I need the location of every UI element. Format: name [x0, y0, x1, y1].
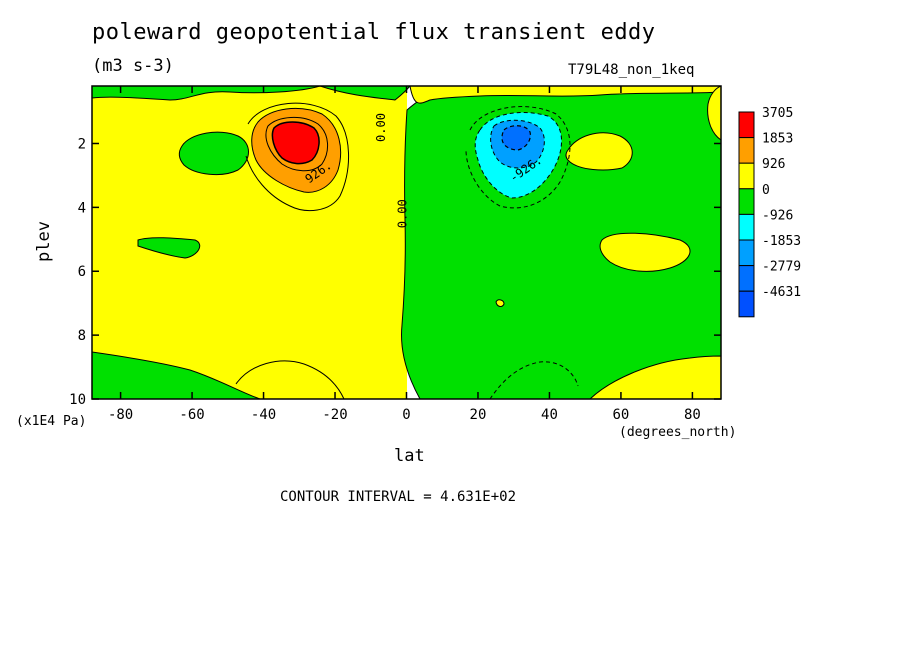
colorbar: 3705 1853 926 0 -926 -1853 -2779 -4631	[738, 106, 801, 318]
chart-units: (m3 s-3)	[92, 56, 174, 76]
colorbar-label: -2779	[762, 260, 801, 275]
x-tick-label: -20	[322, 407, 347, 423]
axis-ticks: -80 -60 -40 -20 0 20 40 60 80 2 4 6 8 10	[69, 86, 721, 423]
region-nh-right-yellow	[707, 86, 721, 141]
colorbar-swatch	[738, 265, 755, 292]
y-tick-label: 8	[78, 328, 86, 344]
contour-line-nh-outer	[465, 106, 571, 209]
colorbar-swatch	[738, 213, 755, 241]
x-tick-label: 80	[684, 407, 701, 423]
colorbar-swatch	[738, 239, 755, 267]
colorbar-label: 1853	[762, 132, 793, 147]
contour-label: 0.00	[374, 113, 388, 142]
region-sh-upper-green	[178, 131, 249, 176]
x-axis-label: lat	[394, 446, 425, 466]
colorbar-swatch	[738, 290, 755, 318]
region-nh-mid-yellow	[599, 232, 691, 272]
x-tick-label: 40	[541, 407, 558, 423]
x-tick-label: 60	[613, 407, 630, 423]
region-nh-upper-yellow	[565, 132, 633, 171]
region-sh-bottom-green	[92, 351, 261, 399]
y-tick-label: 4	[78, 200, 86, 216]
chart-title: poleward geopotential flux transient edd…	[92, 20, 656, 45]
y-tick-label: 2	[78, 136, 86, 152]
x-tick-label: -80	[108, 407, 133, 423]
region-nh-small-yellow	[495, 299, 505, 307]
run-label: T79L48_non_1keq	[568, 62, 695, 78]
colorbar-label: 0	[762, 183, 770, 198]
x-axis-units: (degrees_north)	[619, 425, 737, 440]
colorbar-label: 3705	[762, 106, 793, 121]
contour-interval: CONTOUR INTERVAL = 4.631E+02	[280, 489, 517, 505]
x-tick-label: -60	[179, 407, 204, 423]
y-axis-units: (x1E4 Pa)	[16, 414, 87, 429]
contour-line-sh-bottom	[235, 360, 345, 399]
colorbar-label: 926	[762, 157, 785, 172]
colorbar-label: -926	[762, 208, 793, 223]
region-positive-max	[271, 121, 320, 165]
region-nh-bottom-yellow	[589, 355, 721, 399]
x-tick-label: -40	[251, 407, 276, 423]
x-tick-label: 0	[402, 407, 410, 423]
y-tick-label: 6	[78, 264, 86, 280]
colorbar-label: -4631	[762, 285, 801, 300]
region-negative-min	[501, 125, 531, 151]
x-tick-label: 20	[470, 407, 487, 423]
region-sh-mid-green	[137, 237, 201, 259]
colorbar-swatch	[738, 162, 755, 190]
colorbar-swatch	[738, 137, 755, 164]
contour-line-sh-outer	[245, 102, 349, 212]
y-tick-label: 10	[69, 392, 86, 408]
colorbar-swatch	[738, 111, 755, 139]
contour-line-nh-bottom	[489, 361, 579, 399]
colorbar-label: -1853	[762, 234, 801, 249]
contour-label: 0.00	[396, 199, 410, 228]
colorbar-swatch	[738, 188, 755, 215]
region-top-yellow	[409, 86, 721, 104]
